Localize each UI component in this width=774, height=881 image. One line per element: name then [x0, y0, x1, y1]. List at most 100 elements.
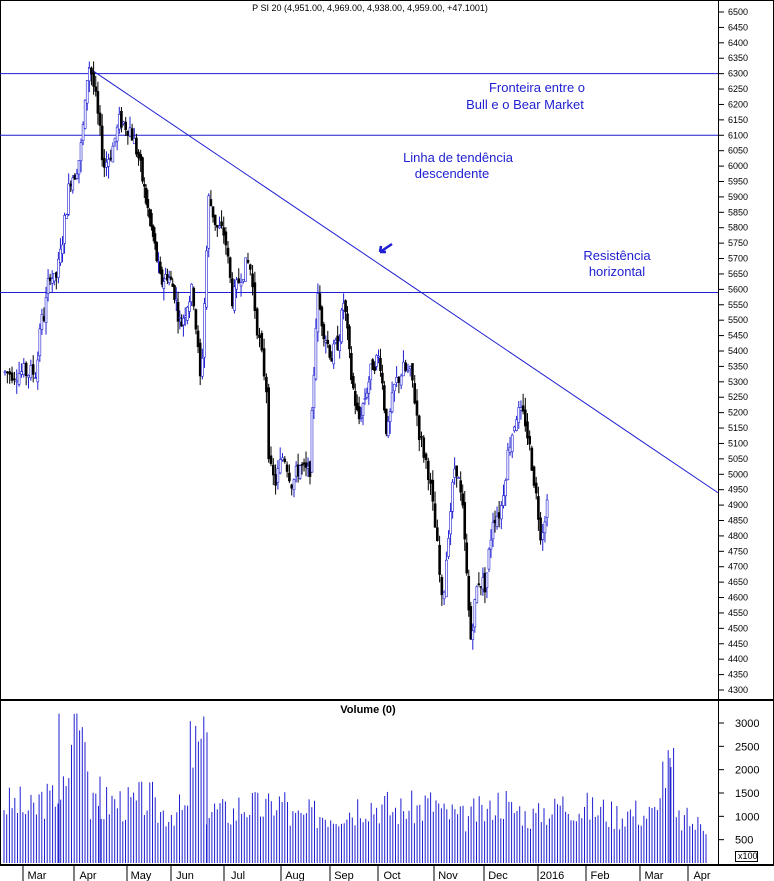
annotation-tendencia-line1: Linha de tendência — [403, 150, 514, 165]
price-bar-body — [34, 377, 37, 379]
price-tick-label: 4800 — [728, 531, 748, 541]
price-tick-label: 5050 — [728, 454, 748, 464]
price-bar-body — [117, 114, 121, 130]
price-bar-body — [318, 293, 322, 310]
volume-tick-label: 1500 — [735, 788, 759, 800]
price-bar-body — [504, 480, 507, 497]
price-bar-body — [316, 293, 320, 333]
price-bar-body — [395, 377, 398, 384]
price-bar-body — [109, 157, 113, 160]
price-bar-body — [500, 505, 503, 520]
volume-tick-label: 3000 — [735, 718, 759, 730]
annotation-fronteira-line1: Fronteira entre o — [489, 80, 585, 95]
price-bar-body — [502, 495, 505, 506]
price-bar-body — [75, 173, 79, 179]
price-bar-body — [271, 464, 275, 476]
volume-bars — [3, 713, 707, 863]
volume-axis: 3000 2500 2000 1500 1000 500 — [719, 718, 759, 847]
volume-title: Volume (0) — [340, 704, 396, 716]
price-bar-body — [365, 392, 369, 398]
price-tick-label: 4700 — [728, 562, 748, 572]
price-bar-body — [218, 225, 221, 229]
month-label: Apr — [79, 870, 96, 881]
price-bar-body — [211, 206, 215, 218]
price-bar-body — [115, 126, 119, 142]
price-bar-body — [235, 279, 238, 290]
price-bar-body — [3, 371, 7, 373]
price-bar-body — [393, 384, 396, 392]
price-bar-body — [399, 375, 403, 386]
price-bar-body — [431, 479, 435, 502]
price-bar-body — [42, 316, 46, 321]
month-label: Jul — [231, 870, 245, 881]
price-bar-body — [153, 233, 157, 244]
price-bar-body — [100, 125, 104, 161]
price-bar-body — [408, 366, 412, 370]
price-bar-body — [487, 548, 491, 570]
price-bar-body — [463, 502, 467, 540]
price-bar-body — [81, 124, 85, 142]
price-bar-body — [545, 499, 549, 518]
price-bar-body — [83, 99, 87, 129]
price-bar-body — [55, 272, 58, 278]
price-tick-label: 6250 — [728, 84, 748, 94]
price-bar-body — [50, 278, 54, 284]
price-bar-body — [415, 400, 419, 416]
price-tick-label: 5100 — [728, 438, 748, 448]
price-bar-body — [411, 363, 414, 381]
price-bar-body — [224, 231, 228, 246]
price-bar-body — [144, 187, 148, 204]
month-label: Feb — [591, 870, 610, 881]
price-bar-body — [44, 297, 48, 323]
price-bar-body — [491, 521, 495, 540]
price-bar-body — [183, 315, 187, 318]
volume-tick-label: 1000 — [735, 811, 759, 823]
price-bar-body — [424, 453, 428, 460]
price-bar-body — [15, 380, 19, 383]
price-tick-label: 5550 — [728, 300, 748, 310]
price-bar-body — [429, 479, 432, 484]
price-bar-body — [113, 137, 117, 143]
price-bar-body — [79, 142, 83, 162]
price-bar-body — [209, 199, 213, 206]
price-tick-label: 6450 — [728, 22, 748, 32]
price-bar-body — [94, 86, 98, 92]
price-bar-body — [8, 371, 11, 375]
price-bar-body — [52, 273, 56, 282]
price-tick-label: 4850 — [728, 516, 748, 526]
price-bar-body — [88, 67, 91, 82]
price-bar-body — [353, 391, 357, 406]
price-bar-body — [132, 138, 136, 145]
price-bar-body — [150, 212, 153, 227]
price-bar-body — [228, 257, 232, 278]
price-bar-body — [449, 511, 452, 535]
price-bar-body — [381, 372, 384, 384]
price-bar-body — [543, 521, 547, 534]
price-bar-body — [216, 224, 219, 228]
price-bar-body — [120, 110, 123, 128]
month-label: May — [131, 870, 152, 881]
price-bar-body — [220, 221, 223, 227]
price-bar-body — [230, 278, 234, 307]
price-tick-label: 4600 — [728, 593, 748, 603]
price-bar-body — [107, 159, 110, 167]
price-bar-body — [57, 258, 60, 278]
price-bar-body — [169, 276, 173, 280]
price-bar-body — [436, 527, 439, 541]
price-bar-body — [422, 437, 426, 458]
price-tick-label: 6050 — [728, 146, 748, 156]
price-tick-label: 5450 — [728, 331, 748, 341]
price-bar-body — [346, 313, 349, 329]
price-tick-label: 5950 — [728, 177, 748, 187]
month-label: Sep — [334, 870, 354, 881]
price-tick-label: 5200 — [728, 408, 748, 418]
price-bar-body — [290, 484, 294, 489]
price-tick-label: 5500 — [728, 315, 748, 325]
price-panel-frame — [0, 0, 774, 700]
price-bar-body — [379, 357, 382, 371]
volume-tick-label: 2500 — [735, 741, 759, 753]
price-bar-body — [338, 340, 341, 351]
price-bar-body — [262, 348, 266, 377]
price-bar-body — [269, 455, 273, 464]
price-bar-body — [27, 375, 30, 378]
